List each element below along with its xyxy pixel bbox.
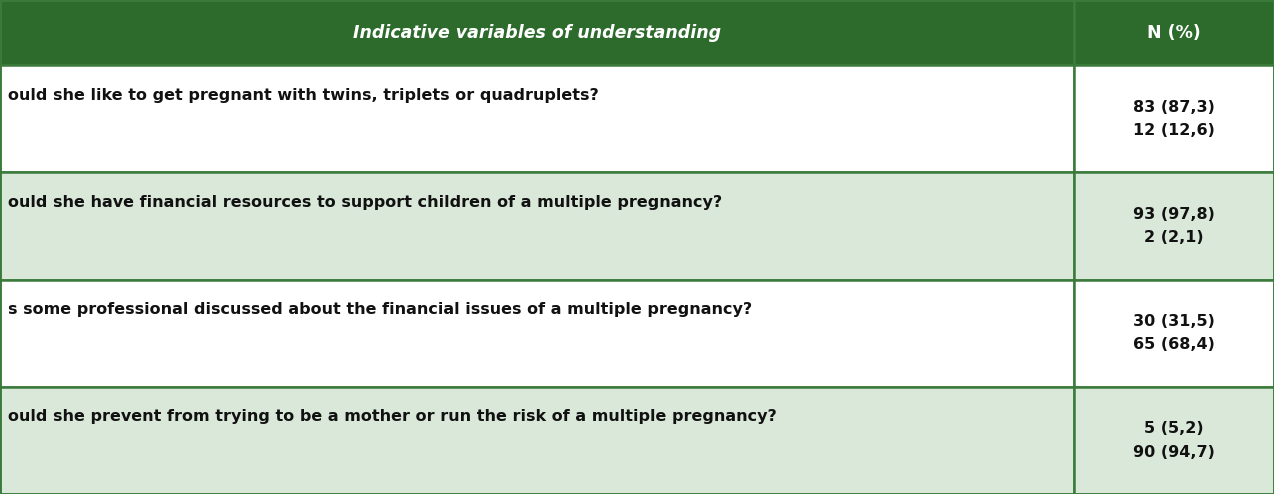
Bar (0, 0, 1074, 65)
Text: Indicative variables of understanding: Indicative variables of understanding (353, 24, 721, 41)
Bar (0, 280, 1074, 387)
Bar (1074, 280, 1274, 387)
Bar (0, 387, 1074, 494)
Text: 30 (31,5)
65 (68,4): 30 (31,5) 65 (68,4) (1133, 314, 1215, 352)
Bar (0, 65, 1074, 172)
Bar (1074, 0, 1274, 65)
Bar (1074, 172, 1274, 280)
Bar (1074, 387, 1274, 494)
Text: s some professional discussed about the financial issues of a multiple pregnancy: s some professional discussed about the … (8, 302, 752, 317)
Text: ould she like to get pregnant with twins, triplets or quadruplets?: ould she like to get pregnant with twins… (8, 88, 599, 103)
Bar (1074, 65, 1274, 172)
Text: ould she prevent from trying to be a mother or run the risk of a multiple pregna: ould she prevent from trying to be a mot… (8, 410, 776, 424)
Text: ould she have financial resources to support children of a multiple pregnancy?: ould she have financial resources to sup… (8, 195, 722, 210)
Text: 83 (87,3)
12 (12,6): 83 (87,3) 12 (12,6) (1133, 100, 1215, 138)
Text: 5 (5,2)
90 (94,7): 5 (5,2) 90 (94,7) (1133, 421, 1215, 459)
Text: 93 (97,8)
2 (2,1): 93 (97,8) 2 (2,1) (1133, 207, 1215, 245)
Text: N (%): N (%) (1147, 24, 1201, 41)
Bar (0, 172, 1074, 280)
